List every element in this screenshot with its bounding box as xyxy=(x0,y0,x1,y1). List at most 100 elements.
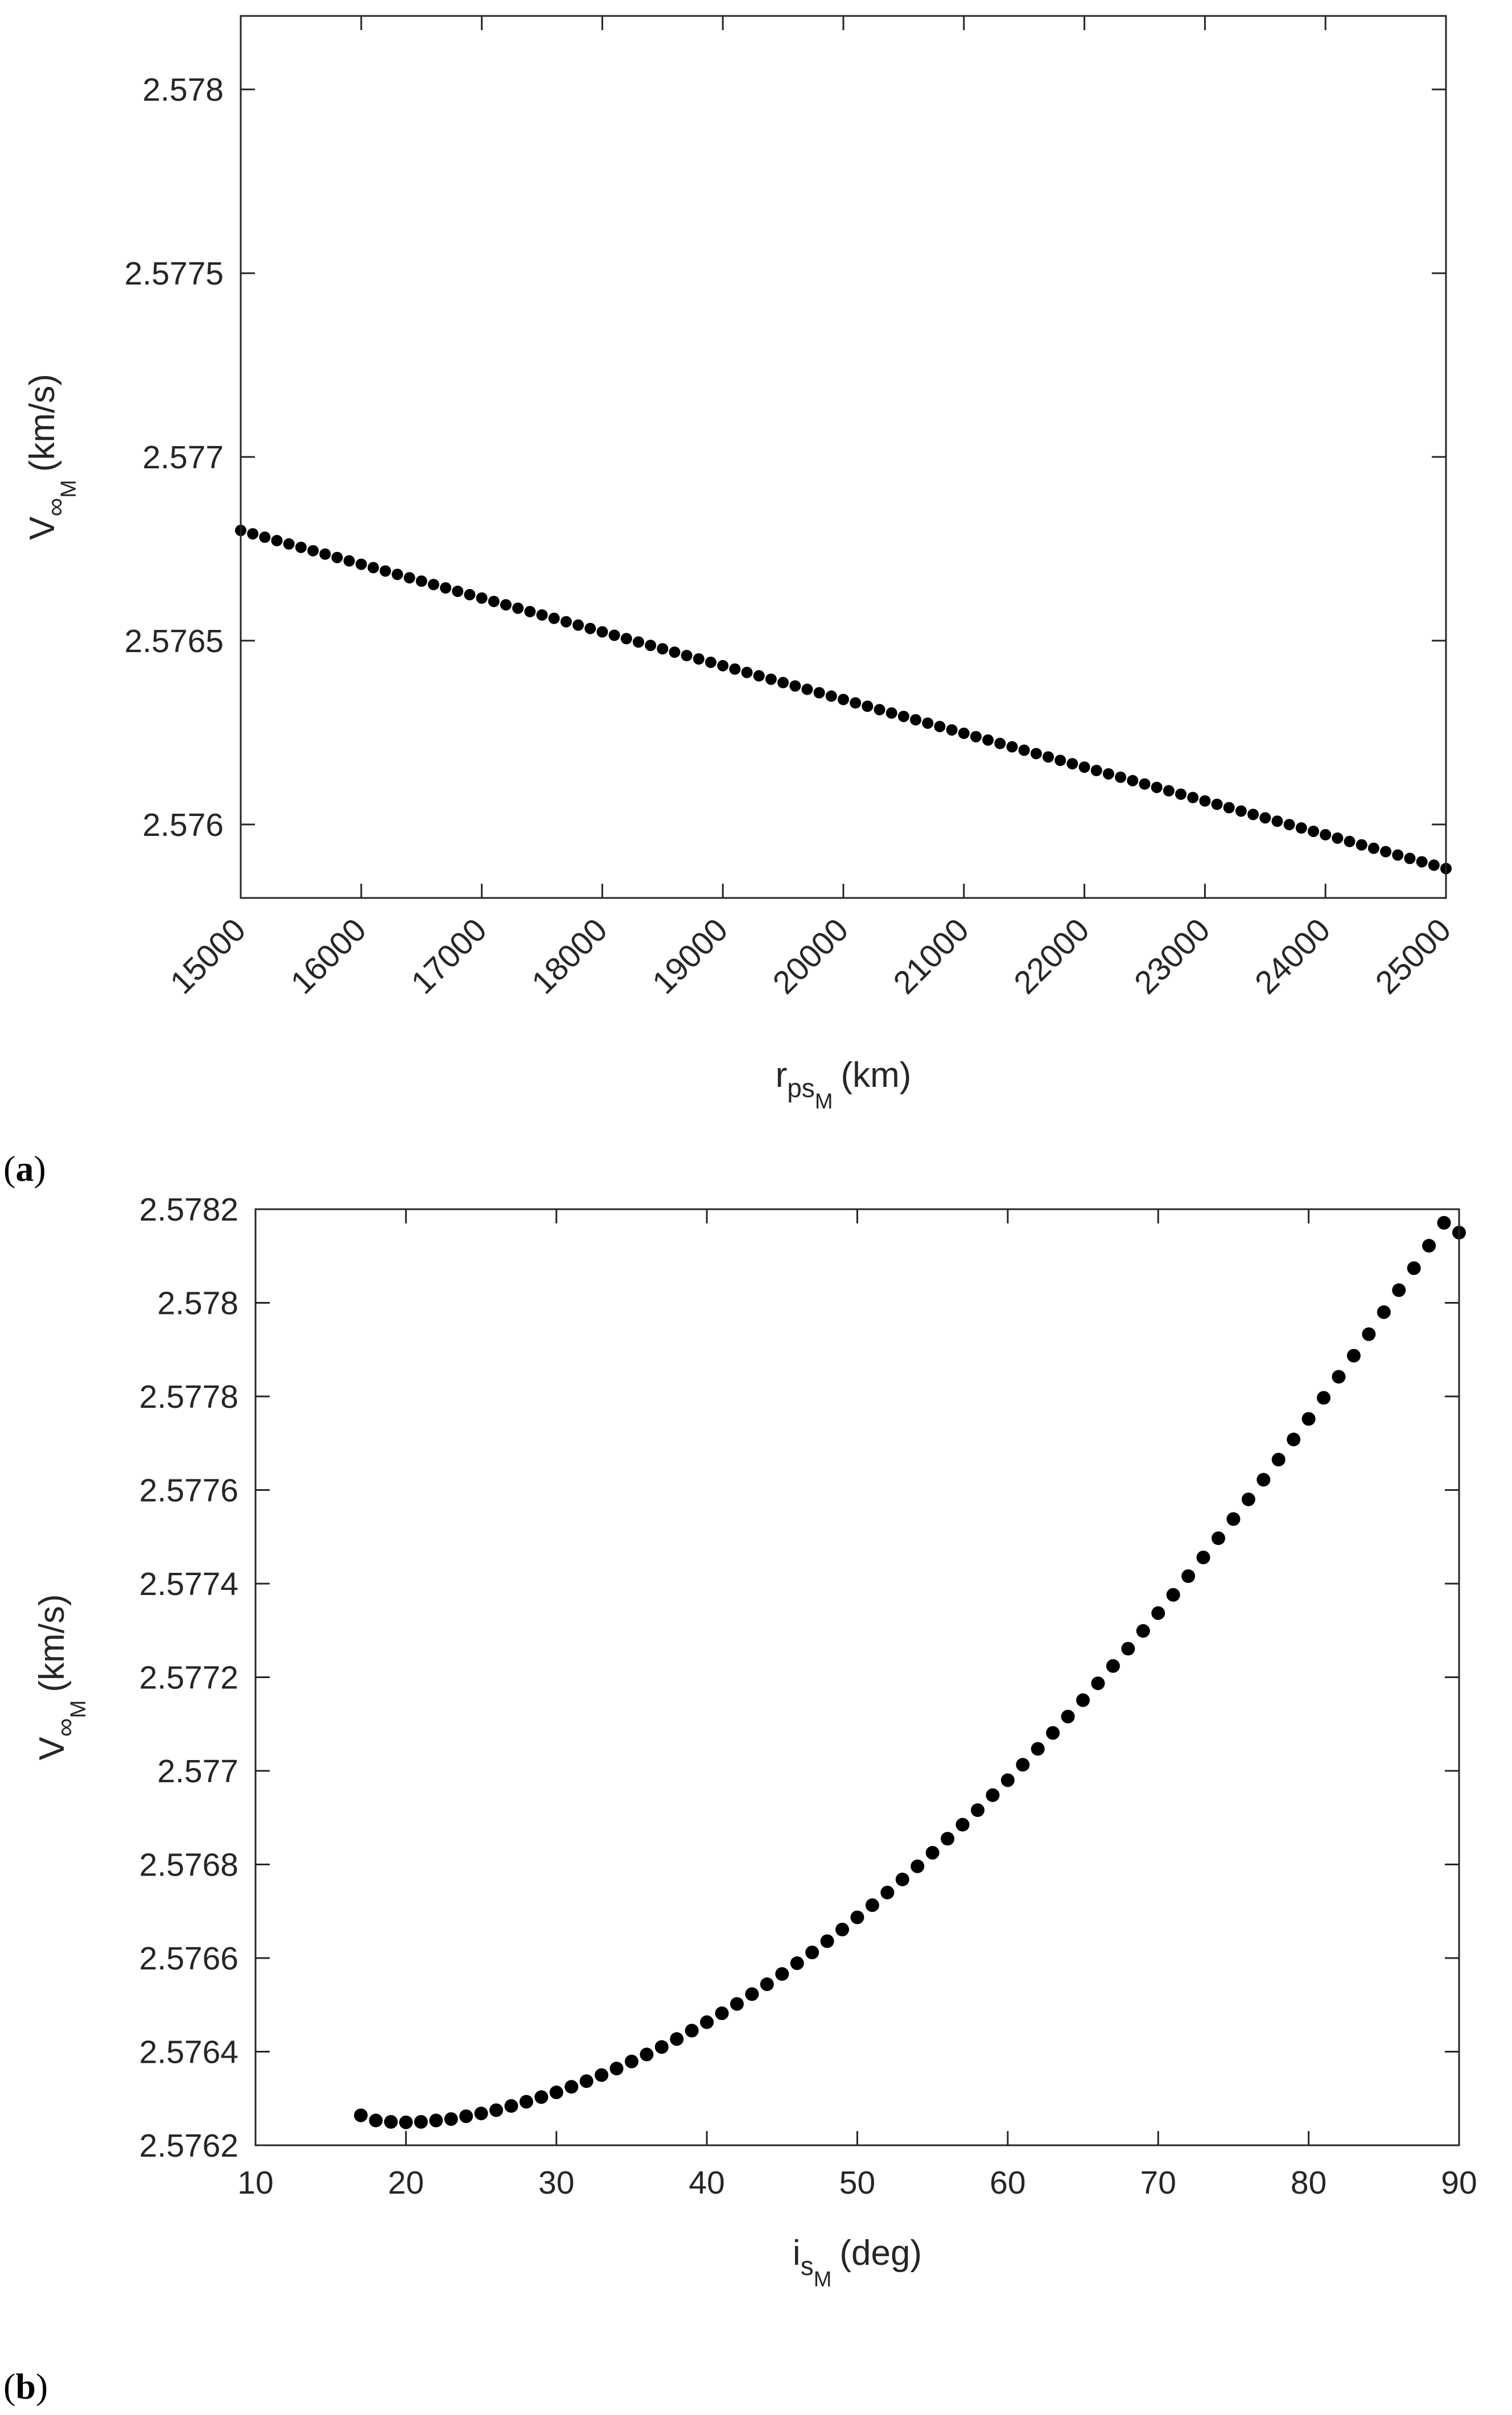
data-point xyxy=(865,1898,879,1913)
data-point xyxy=(862,700,874,712)
data-point xyxy=(1380,846,1392,858)
data-point xyxy=(1187,792,1199,803)
x-tick-label: 15000 xyxy=(163,912,253,1001)
data-point xyxy=(1437,1215,1451,1230)
panel-b-data-points xyxy=(354,1215,1466,2129)
y-tick-label: 2.5764 xyxy=(139,2034,238,2071)
x-tick-label: 50 xyxy=(839,2165,875,2201)
data-point xyxy=(880,1885,895,1899)
data-point xyxy=(1163,785,1175,797)
data-point xyxy=(331,551,343,563)
data-point xyxy=(595,2068,609,2082)
panel-a-y-axis: 2.576 2.5765 2.577 2.5775 2.578 xyxy=(125,72,1446,843)
data-point xyxy=(1181,1569,1196,1583)
data-point xyxy=(534,2090,549,2104)
y-tick-label: 2.578 xyxy=(157,1285,238,1322)
data-point xyxy=(489,2103,503,2117)
data-point xyxy=(474,2107,488,2121)
data-point xyxy=(452,586,464,597)
x-tick-label: 10 xyxy=(237,2165,273,2201)
data-point xyxy=(753,670,765,682)
data-point xyxy=(1241,1492,1255,1506)
data-point xyxy=(777,677,789,689)
data-point xyxy=(1271,1453,1286,1467)
data-point xyxy=(519,2095,533,2109)
data-point xyxy=(1392,1283,1406,1297)
data-point xyxy=(970,731,982,743)
data-point xyxy=(982,734,994,746)
data-point xyxy=(579,2074,594,2088)
data-point xyxy=(1320,829,1332,840)
data-point xyxy=(1259,812,1271,824)
data-point xyxy=(958,727,970,739)
data-point xyxy=(1223,802,1235,814)
data-point xyxy=(925,1845,940,1860)
data-point xyxy=(1344,835,1356,847)
data-point xyxy=(705,656,717,668)
data-point xyxy=(1416,856,1428,868)
data-point xyxy=(632,636,644,648)
panel-a-x-axis: 15000 16000 17000 18000 19000 20000 21000 22000… xyxy=(163,16,1458,1001)
data-point xyxy=(560,616,572,628)
y-tick-label: 2.5768 xyxy=(139,1847,238,1884)
data-point xyxy=(1271,815,1283,827)
data-point xyxy=(295,541,307,553)
x-tick-label: 22000 xyxy=(1007,912,1096,1001)
data-point xyxy=(874,704,885,716)
data-point xyxy=(354,2108,368,2123)
data-point xyxy=(1356,839,1367,851)
data-point xyxy=(1196,1550,1210,1564)
data-point xyxy=(444,2112,458,2126)
data-point xyxy=(524,605,536,617)
data-point xyxy=(1362,1327,1376,1341)
data-point xyxy=(850,697,862,709)
data-point xyxy=(1283,819,1295,831)
data-point xyxy=(1136,1624,1150,1638)
data-point xyxy=(392,568,403,580)
data-point xyxy=(1018,744,1030,756)
data-point xyxy=(319,548,331,560)
data-point xyxy=(609,2062,624,2076)
data-point xyxy=(1066,758,1078,770)
data-point xyxy=(850,1910,864,1924)
y-tick-label: 2.5782 xyxy=(139,1192,238,1228)
data-point xyxy=(283,538,295,550)
x-tick-label: 16000 xyxy=(284,912,373,1001)
data-point xyxy=(885,707,897,719)
data-point xyxy=(910,714,922,726)
data-point xyxy=(1226,1512,1241,1526)
data-point xyxy=(500,599,512,611)
data-point xyxy=(1054,755,1066,766)
data-point xyxy=(741,666,753,678)
data-point xyxy=(825,690,837,702)
data-point xyxy=(941,1832,955,1846)
data-point xyxy=(1151,781,1163,793)
data-point xyxy=(1078,761,1090,773)
data-point xyxy=(897,710,909,722)
data-point xyxy=(1199,795,1211,807)
data-point xyxy=(415,575,427,587)
data-point xyxy=(1346,1349,1361,1363)
data-point xyxy=(1006,741,1018,753)
data-point xyxy=(608,629,620,641)
data-point xyxy=(986,1788,1000,1802)
data-point xyxy=(367,562,379,574)
data-point xyxy=(1212,1531,1225,1546)
x-tick-label: 20000 xyxy=(766,912,855,1001)
data-point xyxy=(645,640,657,652)
data-point xyxy=(1121,1642,1135,1656)
data-point xyxy=(1175,788,1187,800)
data-point xyxy=(775,1967,789,1981)
y-tick-label: 2.5776 xyxy=(139,1473,238,1509)
panel-b-x-axis: 10 20 30 40 50 60 70 80 90 xyxy=(237,1209,1477,2201)
panel-a-data-points xyxy=(235,525,1452,875)
data-point xyxy=(729,663,741,675)
data-point xyxy=(440,582,452,594)
data-point xyxy=(801,683,813,695)
y-tick-label: 2.5774 xyxy=(139,1566,238,1602)
data-point xyxy=(1151,1606,1165,1620)
data-point xyxy=(380,565,392,577)
data-point xyxy=(1102,768,1114,780)
data-point xyxy=(1090,765,1102,777)
data-point xyxy=(476,592,488,604)
